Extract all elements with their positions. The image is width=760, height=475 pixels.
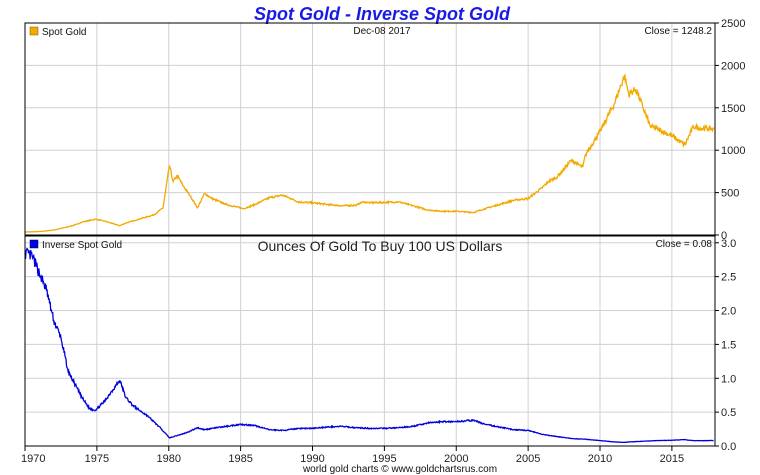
y-tick-label: 3.0: [721, 238, 736, 250]
y-tick-label: 1.0: [721, 373, 736, 385]
y-tick-label: 1500: [721, 103, 745, 115]
chart-date: Dec-08 2017: [353, 26, 411, 37]
y-tick-label: 1.5: [721, 339, 736, 351]
x-tick-label: 1985: [228, 453, 252, 465]
close-value-spot-gold: Close = 1248.2: [644, 26, 712, 37]
x-tick-label: 2010: [588, 453, 612, 465]
legend-swatch-spot-gold: [29, 26, 39, 36]
y-tick-label: 1000: [721, 145, 745, 157]
bottom-panel-y-axis: 0.0 0.5 1.0 1.5 2.0 2.5 3.0: [715, 238, 736, 453]
bottom-panel-grid: [25, 236, 715, 446]
top-panel-grid: [25, 23, 715, 235]
x-tick-label: 1975: [85, 453, 109, 465]
panel-subtitle: Ounces Of Gold To Buy 100 US Dollars: [258, 238, 503, 254]
top-panel-frame: [24, 22, 716, 236]
series-line-spot-gold: [24, 73, 715, 233]
legend-label-spot-gold: Spot Gold: [42, 27, 86, 38]
y-tick-label: 0.0: [721, 441, 736, 453]
x-tick-label: 2005: [516, 453, 540, 465]
x-tick-label: 1990: [300, 453, 324, 465]
y-tick-label: 500: [721, 188, 739, 200]
legend-swatch-inverse-spot-gold: [29, 239, 39, 249]
y-tick-label: 2.0: [721, 306, 736, 318]
y-tick-label: 0: [721, 230, 727, 242]
x-tick-label: 2015: [660, 453, 684, 465]
series-line-inverse-spot-gold: [24, 247, 714, 444]
y-tick-label: 2.5: [721, 272, 736, 284]
x-tick-label: 1980: [157, 453, 181, 465]
y-tick-label: 2500: [721, 18, 745, 30]
chart-title: Spot Gold - Inverse Spot Gold: [254, 4, 511, 24]
x-axis: 1970 1975 1980 1985 1990 1995 2000 2005 2010 2015: [21, 446, 684, 465]
legend-label-inverse-spot-gold: Inverse Spot Gold: [42, 240, 122, 251]
x-tick-label: 1970: [21, 453, 45, 465]
y-tick-label: 2000: [721, 60, 745, 72]
top-panel-y-axis: 0 500 1000 1500 2000 2500: [715, 18, 745, 242]
footer-credit: world gold charts © www.goldchartsrus.co…: [302, 464, 497, 475]
close-value-inverse-spot-gold: Close = 0.08: [656, 239, 713, 250]
x-tick-label: 1995: [372, 453, 396, 465]
x-tick-label: 2000: [444, 453, 468, 465]
y-tick-label: 0.5: [721, 407, 736, 419]
bottom-panel-frame: [24, 235, 716, 447]
